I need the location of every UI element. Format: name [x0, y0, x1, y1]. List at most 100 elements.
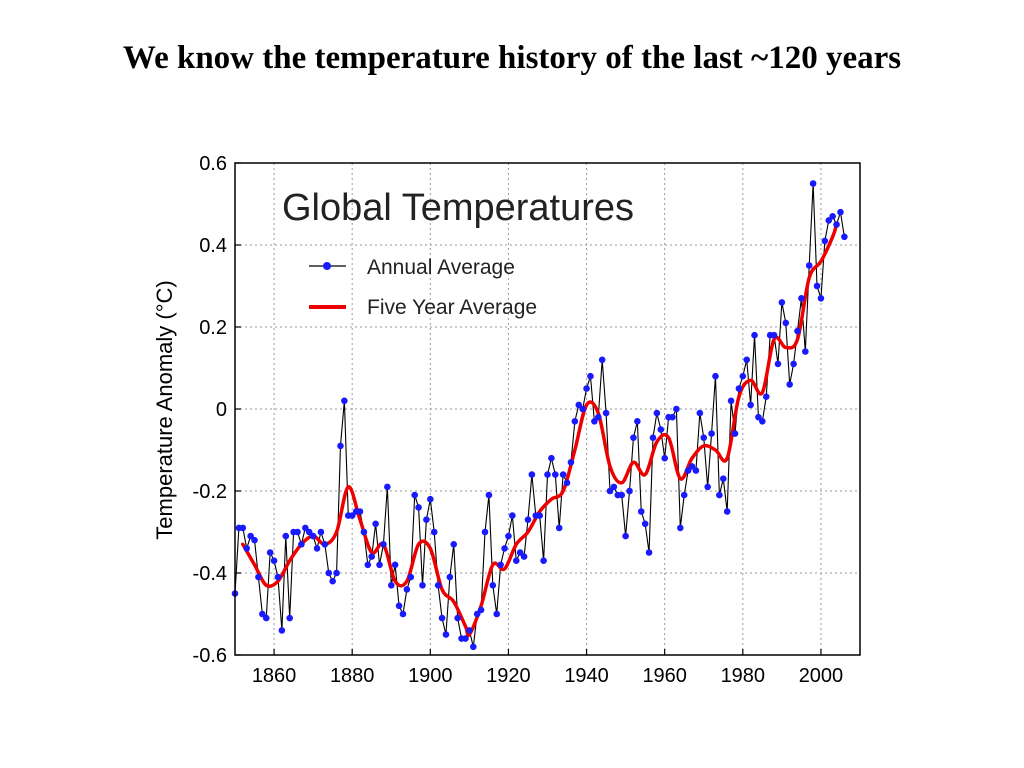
x-tick-label: 1960: [642, 665, 687, 687]
y-tick-label: -0.4: [193, 563, 227, 585]
annual-data-point: [802, 348, 809, 355]
annual-data-point: [809, 180, 817, 187]
x-tick-label: 2000: [799, 665, 844, 687]
annual-average-line: [234, 183, 845, 647]
annual-data-point: [794, 327, 801, 335]
annual-data-point: [622, 532, 629, 540]
annual-data-point: [313, 545, 321, 552]
annual-data-point: [536, 512, 543, 519]
annual-data-point: [786, 381, 793, 388]
annual-data-point: [399, 610, 407, 618]
annual-data-point: [286, 614, 293, 622]
annual-data-point: [743, 356, 751, 364]
annual-data-point: [356, 508, 364, 515]
annual-data-point: [294, 528, 301, 536]
annual-data-point: [493, 610, 501, 618]
annual-data-point: [716, 491, 723, 499]
annual-data-point: [454, 614, 461, 622]
annual-data-point: [270, 557, 278, 564]
annual-data-point: [723, 508, 731, 515]
annual-data-point: [380, 541, 387, 548]
tick-labels: 1860 1880 1900 1920 1940 1960 1980 2000 0.6 0.4 0.…: [193, 153, 844, 687]
annual-data-point: [348, 512, 356, 519]
y-tick-label: 0.2: [199, 317, 227, 339]
annual-data-point: [563, 479, 571, 487]
annual-data-point: [466, 627, 473, 634]
annual-data-point: [567, 459, 575, 466]
x-tick-label: 1920: [486, 665, 531, 687]
annual-data-point: [790, 360, 797, 368]
annual-data-point: [305, 528, 313, 536]
grid-lines: [235, 163, 860, 655]
annual-data-point: [575, 401, 583, 409]
annual-data-point: [751, 331, 758, 339]
annual-data-point: [337, 442, 344, 450]
annual-data-point: [407, 573, 415, 581]
annual-data-point: [606, 487, 614, 495]
annual-data-point: [501, 545, 508, 552]
annual-data-point: [477, 606, 485, 614]
annual-data-point: [634, 418, 641, 425]
annual-data-point: [434, 582, 442, 589]
annual-data-point: [602, 409, 610, 417]
annual-data-point: [653, 409, 661, 417]
annual-data-point: [524, 516, 532, 523]
annual-data-point: [251, 536, 258, 544]
y-tick-label: 0.4: [199, 235, 227, 257]
annual-data-point: [657, 426, 665, 433]
annual-data-point: [368, 553, 376, 560]
annual-data-point: [774, 360, 782, 368]
y-tick-label: -0.6: [193, 645, 227, 667]
annual-data-point: [391, 561, 399, 569]
annual-data-point: [762, 393, 770, 401]
annual-data-point: [528, 471, 536, 478]
annual-data-point: [438, 614, 446, 622]
annual-data-point: [727, 397, 735, 405]
annual-data-point: [481, 528, 489, 536]
annual-data-point: [430, 528, 438, 536]
annual-data-point: [450, 541, 458, 548]
annual-data-point: [544, 471, 551, 478]
chart-title: Global Temperatures: [282, 187, 634, 229]
annual-data-point: [598, 356, 606, 364]
annual-data-point: [821, 237, 829, 245]
annual-data-point: [829, 213, 836, 220]
legend-annual-label: Annual Average: [367, 256, 515, 279]
annual-data-point: [243, 545, 251, 552]
annual-data-point: [798, 295, 805, 302]
annual-data-point: [610, 483, 618, 491]
annual-data-point: [841, 233, 848, 241]
annual-data-point: [692, 467, 700, 474]
annual-data-point: [548, 454, 555, 462]
annual-data-point: [274, 573, 282, 581]
annual-data-point: [559, 471, 567, 478]
annual-data-point: [680, 491, 688, 499]
annual-data-point: [735, 385, 743, 392]
annual-data-point: [673, 405, 680, 413]
annual-data-point: [509, 512, 516, 519]
y-tick-label: -0.2: [193, 481, 227, 503]
annual-data-point: [266, 549, 274, 556]
annual-data-point: [489, 582, 497, 589]
annual-data-point: [813, 282, 821, 290]
annual-data-point: [755, 413, 762, 421]
annual-data-point: [759, 418, 766, 425]
x-tick-label: 1860: [252, 665, 297, 687]
annual-data-point: [825, 217, 833, 224]
annual-data-point: [704, 483, 711, 491]
annual-data-point: [837, 208, 844, 216]
annual-data-point: [497, 561, 504, 569]
annual-data-point: [700, 434, 708, 442]
annual-data-point: [411, 491, 418, 499]
annual-data-point: [719, 475, 727, 483]
annual-data-point: [696, 409, 704, 417]
annual-data-point: [579, 405, 586, 413]
legend-annual-marker: [323, 262, 331, 270]
annual-data-point: [384, 483, 391, 491]
annual-data-point: [591, 418, 598, 425]
annual-data-point: [677, 524, 684, 532]
annual-data-point: [419, 582, 426, 589]
annual-data-point: [555, 524, 563, 532]
x-tick-label: 1980: [721, 665, 766, 687]
annual-data-point: [626, 487, 633, 495]
